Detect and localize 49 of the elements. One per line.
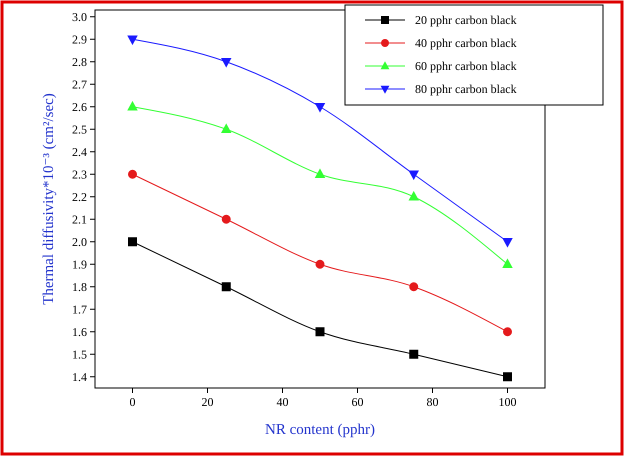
y-tick-label: 2.8 [72,54,87,69]
y-tick-label: 1.4 [72,370,87,384]
point [502,258,512,268]
legend-label: 20 pphr carbon black [415,13,517,27]
point [315,103,325,112]
y-tick-label: 1.8 [72,280,87,294]
y-tick-label: 2.9 [72,32,87,46]
point [128,101,138,110]
legend-label: 60 pphr carbon black [415,59,517,73]
point [128,237,137,246]
y-tick-label: 2.6 [72,100,87,114]
legend-label: 40 pphr carbon black [415,36,517,50]
point [409,282,418,292]
point [221,58,232,68]
x-tick-label: 20 [202,395,214,409]
y-tick-label: 2.1 [72,212,87,226]
y-tick-label: 1.5 [72,347,87,362]
x-tick-label: 80 [426,395,438,409]
y-tick-label: 1.7 [72,302,87,316]
y-tick-label: 2.7 [72,77,87,92]
y-tick-label: 2.3 [72,167,87,182]
point [503,372,512,382]
point [408,170,419,180]
point [221,124,232,133]
x-axis-title: NR content (pphr) [265,422,375,438]
y-tick-label: 2.2 [72,190,87,204]
point [502,238,512,248]
x-tick-label: 40 [276,395,288,409]
point [408,191,419,200]
point [222,282,231,292]
y-tick-label: 2.4 [72,144,87,159]
y-tick-label: 1.9 [72,257,87,272]
x-tick-label: 100 [498,395,516,409]
y-tick-label: 2.5 [72,122,87,136]
point [316,260,324,269]
point [128,36,138,45]
x-tick-label: 60 [352,395,364,409]
point [315,168,325,178]
y-tick-label: 1.6 [72,324,87,339]
point [503,327,512,336]
legend-label: 80 pphr carbon black [415,82,517,96]
point [409,350,418,359]
y-tick-label: 3.0 [72,10,87,24]
point [316,327,324,336]
point [128,170,137,179]
point [222,214,231,224]
y-axis-title: Thermal diffusivity*10⁻³ (cm²/sec) [41,93,57,305]
x-tick-label: 0 [130,395,136,409]
y-tick-label: 2.0 [72,234,87,249]
